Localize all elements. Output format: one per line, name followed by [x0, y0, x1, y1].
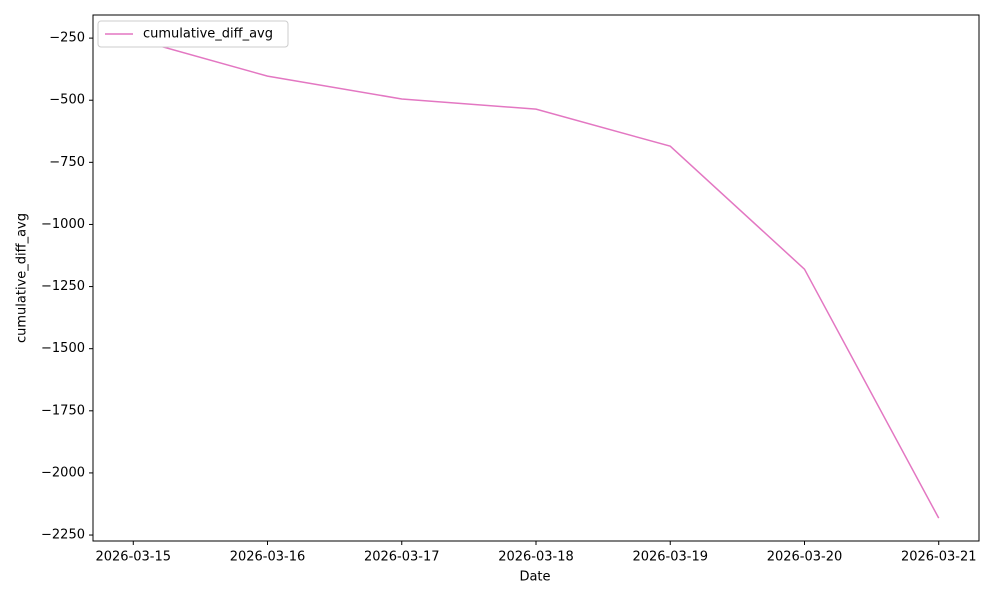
plot-frame [92, 14, 980, 542]
x-tick-label: 2026-03-17 [364, 550, 440, 565]
y-tick-label: −2000 [41, 465, 85, 480]
x-axis-label: Date [519, 570, 550, 585]
y-tick-label: −1500 [41, 341, 85, 356]
y-tick-label: −2250 [41, 528, 85, 543]
x-tick-label: 2026-03-20 [767, 550, 843, 565]
y-tick-label: −250 [49, 31, 85, 46]
legend-label: cumulative_diff_avg [143, 27, 273, 42]
y-tick-label: −500 [49, 93, 85, 108]
y-axis-label: cumulative_diff_avg [15, 213, 30, 343]
x-tick-label: 2026-03-19 [632, 550, 708, 565]
series-line [133, 37, 940, 519]
x-tick-label: 2026-03-18 [498, 550, 574, 565]
y-tick-label: −1250 [41, 279, 85, 294]
x-tick-label: 2026-03-16 [230, 550, 306, 565]
y-tick-label: −750 [49, 155, 85, 170]
x-tick-label: 2026-03-21 [901, 550, 977, 565]
y-tick-label: −1000 [41, 217, 85, 232]
y-tick-label: −1750 [41, 403, 85, 418]
x-tick-label: 2026-03-15 [95, 550, 171, 565]
legend-box [97, 20, 289, 48]
